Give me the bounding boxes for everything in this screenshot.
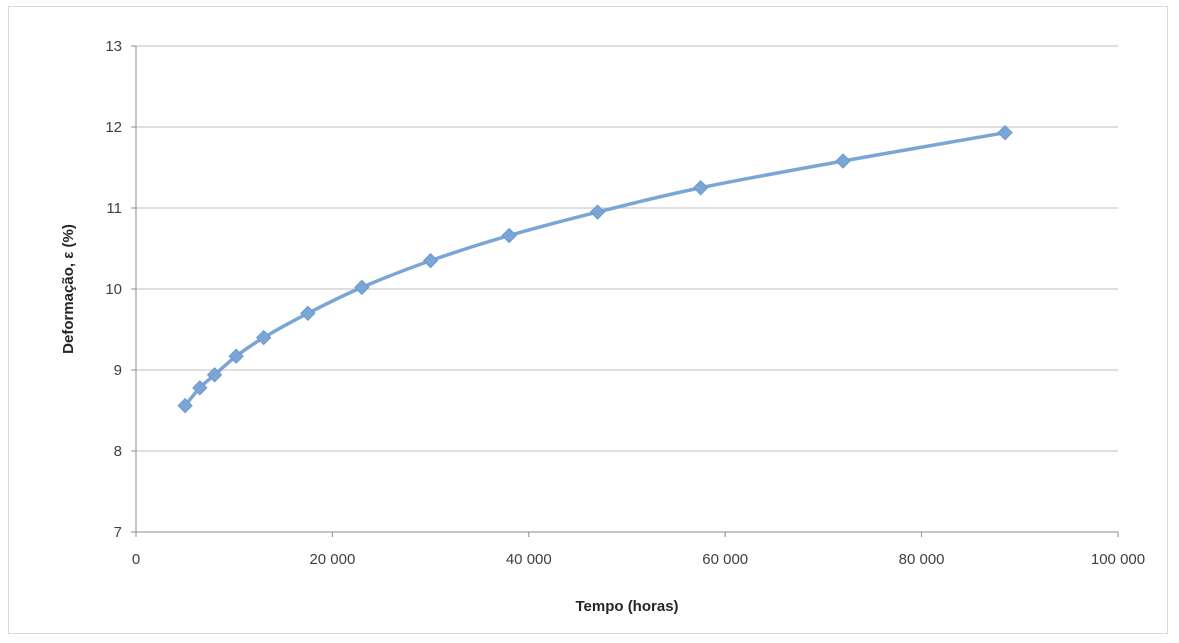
- tick-labels: 7 8 9 10 11 12 13 0 20 000 40 000 60 000 80 000 100 …: [105, 38, 1145, 568]
- y-tick-label: 12: [105, 119, 122, 136]
- data-point: [354, 279, 370, 296]
- x-tick-label: 20 000: [309, 551, 355, 568]
- y-tick-label: 7: [114, 524, 122, 541]
- data-point: [997, 124, 1013, 141]
- series-line: [183, 130, 1007, 408]
- x-axis-title: Tempo (horas): [575, 598, 678, 615]
- y-tick-label: 8: [114, 443, 122, 460]
- data-point: [589, 204, 606, 220]
- x-tick-label: 80 000: [899, 551, 945, 568]
- y-tick-label: 13: [105, 38, 122, 55]
- chart-frame: 7 8 9 10 11 12 13 0 20 000 40 000 60 000 80 000 100 …: [8, 6, 1168, 634]
- series: [183, 130, 1007, 408]
- data-point: [835, 153, 851, 169]
- y-tick-label: 9: [114, 362, 122, 379]
- axes: [131, 45, 1119, 537]
- data-point: [255, 329, 272, 346]
- y-axis-title: Deformação, ε (%): [60, 224, 77, 354]
- line-chart: 7 8 9 10 11 12 13 0 20 000 40 000 60 000 80 000 100 …: [60, 38, 1145, 615]
- x-tick-label: 0: [132, 551, 140, 568]
- data-point: [228, 348, 244, 364]
- x-tick-label: 60 000: [702, 551, 748, 568]
- data-markers: [177, 124, 1013, 414]
- data-point: [422, 252, 439, 269]
- x-tick-label: 100 000: [1091, 551, 1145, 568]
- y-tick-label: 11: [106, 200, 122, 217]
- gridlines: [136, 45, 1118, 533]
- data-point: [692, 180, 709, 196]
- data-point: [501, 227, 517, 244]
- data-point: [206, 367, 223, 383]
- y-tick-label: 10: [105, 281, 122, 298]
- data-point: [192, 380, 208, 396]
- data-point: [177, 397, 193, 414]
- x-tick-label: 40 000: [506, 551, 552, 568]
- data-point: [300, 305, 316, 322]
